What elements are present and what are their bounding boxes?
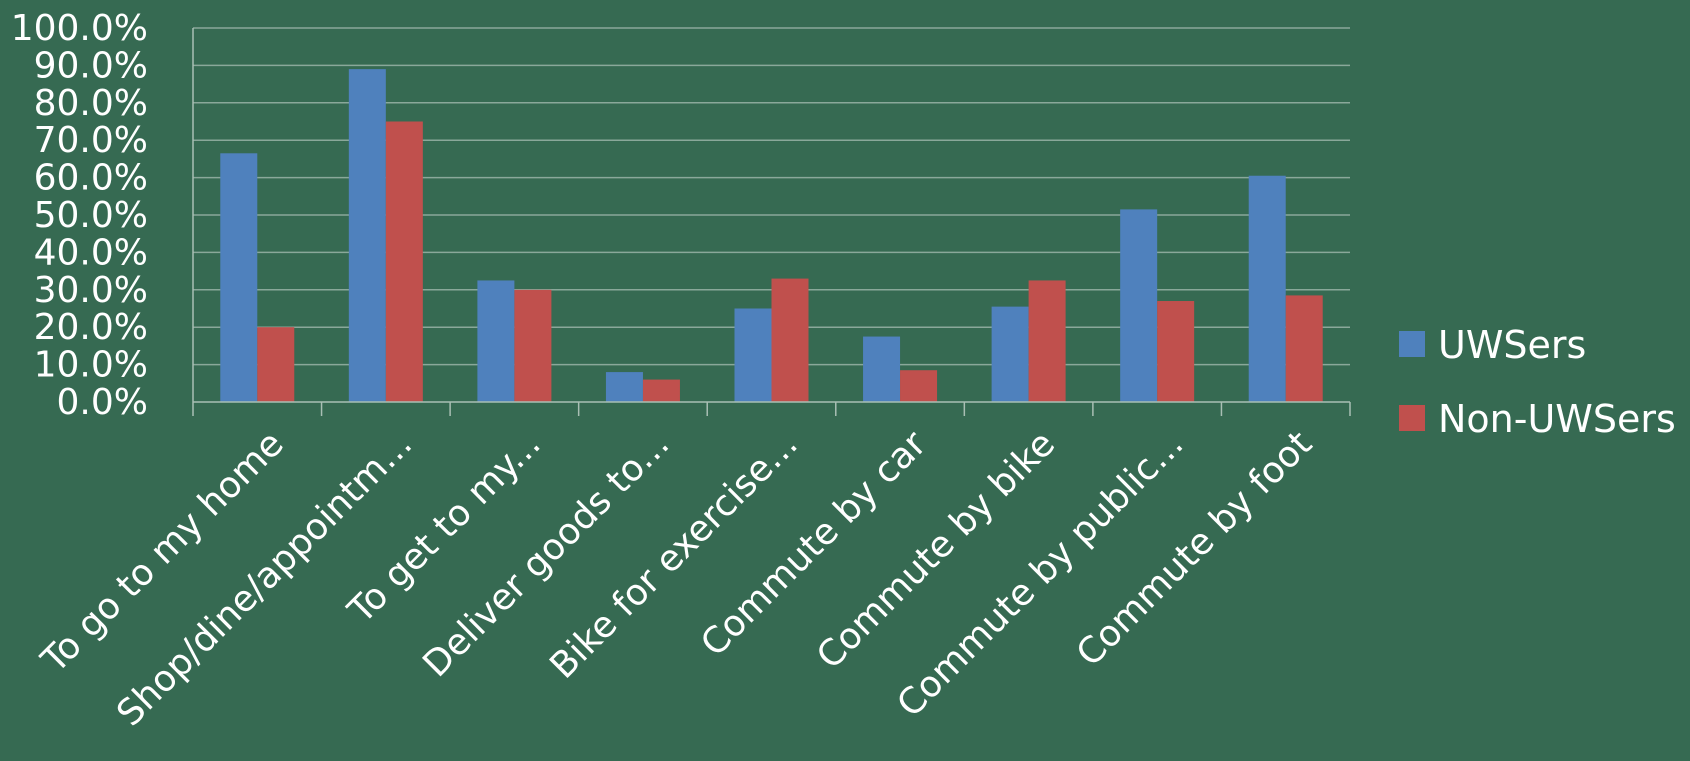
legend-swatch: [1399, 405, 1425, 431]
bar-uwsers: [863, 336, 901, 402]
y-tick-label: 10.0%: [34, 345, 148, 386]
bars: [220, 69, 1323, 402]
y-tick-label: 70.0%: [34, 120, 148, 161]
x-tick-label: Commute by foot: [1069, 423, 1320, 674]
bar-non-uwsers: [514, 289, 552, 402]
bar-non-uwsers: [1285, 295, 1323, 402]
axes: [192, 28, 1351, 416]
bar-uwsers: [991, 306, 1029, 402]
x-tick-label: Deliver goods to...: [415, 423, 677, 685]
y-tick-label: 20.0%: [34, 307, 148, 348]
bar-uwsers: [1248, 175, 1286, 402]
y-tick-label: 100.0%: [11, 8, 148, 49]
x-tick-label: Commute by bike: [809, 423, 1063, 677]
legend-label: Non-UWSers: [1438, 397, 1676, 441]
bar-uwsers: [348, 69, 386, 402]
legend-swatch: [1399, 331, 1425, 357]
x-tick-label: Bike for exercise...: [542, 423, 806, 687]
x-tick-label: To go to my home: [33, 423, 291, 681]
bar-uwsers: [1120, 209, 1158, 402]
bar-non-uwsers: [642, 379, 680, 402]
y-tick-label: 60.0%: [34, 158, 148, 199]
x-tick-label: Commute by car: [693, 423, 934, 664]
legend-label: UWSers: [1438, 323, 1586, 367]
y-axis-tick-labels: 0.0%10.0%20.0%30.0%40.0%50.0%60.0%70.0%8…: [11, 8, 148, 423]
bar-uwsers: [477, 280, 515, 402]
y-tick-label: 80.0%: [34, 83, 148, 124]
bar-non-uwsers: [1028, 280, 1066, 402]
x-axis-tick-labels: To go to my homeShop/dine/appointm...To …: [33, 423, 1320, 734]
bar-uwsers: [605, 372, 643, 402]
bar-non-uwsers: [900, 370, 938, 402]
legend: UWSers Non-UWSers: [1399, 323, 1676, 441]
bar-non-uwsers: [257, 327, 295, 402]
y-tick-label: 50.0%: [34, 195, 148, 236]
bar-uwsers: [734, 308, 772, 402]
bar-non-uwsers: [771, 278, 809, 402]
bar-non-uwsers: [1157, 301, 1195, 402]
y-tick-label: 40.0%: [34, 232, 148, 273]
y-tick-label: 30.0%: [34, 270, 148, 311]
y-tick-label: 90.0%: [34, 45, 148, 86]
y-tick-label: 0.0%: [57, 382, 148, 423]
bar-non-uwsers: [385, 121, 423, 402]
bar-uwsers: [220, 153, 258, 402]
